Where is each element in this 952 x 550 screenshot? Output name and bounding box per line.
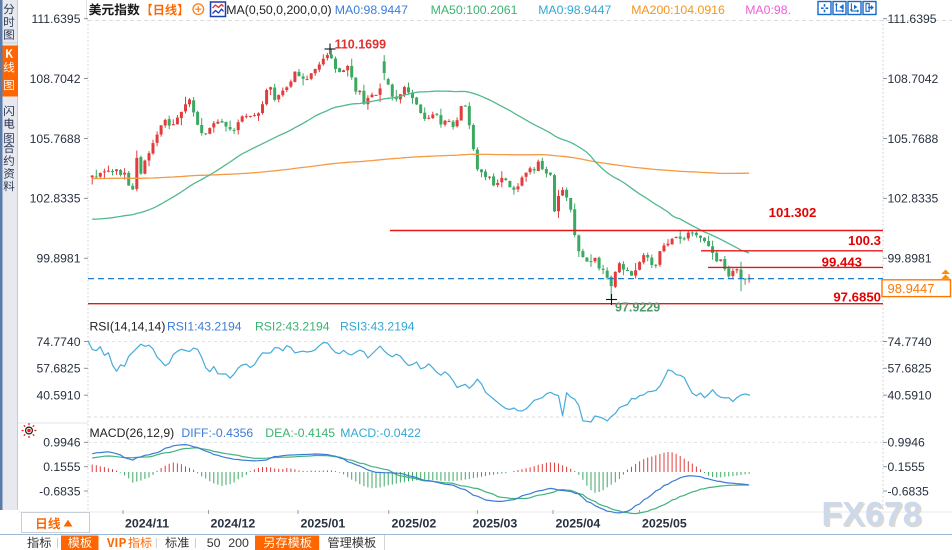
svg-text:200: 200 bbox=[228, 536, 249, 550]
svg-text:FX678: FX678 bbox=[823, 497, 923, 535]
svg-text:50: 50 bbox=[207, 536, 221, 550]
svg-text:0.1555: 0.1555 bbox=[43, 460, 80, 474]
svg-text:100.3: 100.3 bbox=[848, 233, 881, 248]
svg-text:105.7688: 105.7688 bbox=[30, 132, 81, 146]
svg-text:2024/12: 2024/12 bbox=[211, 517, 256, 531]
svg-text:DIFF:-0.4356: DIFF:-0.4356 bbox=[181, 426, 253, 440]
svg-text:108.7042: 108.7042 bbox=[888, 72, 939, 86]
svg-text:57.6825: 57.6825 bbox=[36, 362, 80, 376]
svg-text:MACD(26,12,9): MACD(26,12,9) bbox=[90, 426, 175, 440]
svg-text:102.8335: 102.8335 bbox=[888, 192, 939, 206]
svg-text:111.6395: 111.6395 bbox=[888, 12, 937, 26]
svg-text:2025/02: 2025/02 bbox=[392, 517, 437, 531]
svg-text:40.5910: 40.5910 bbox=[36, 389, 80, 403]
svg-text:FX678: FX678 bbox=[822, 496, 922, 534]
svg-text:99.8981: 99.8981 bbox=[36, 252, 80, 266]
svg-text:RSI(14,14,14): RSI(14,14,14) bbox=[90, 320, 166, 334]
svg-text:97.6850: 97.6850 bbox=[833, 290, 881, 305]
svg-text:110.1699: 110.1699 bbox=[335, 38, 386, 52]
svg-text:101.302: 101.302 bbox=[769, 205, 817, 220]
svg-text:98.9447: 98.9447 bbox=[888, 281, 935, 296]
svg-text:MA0:98.9447: MA0:98.9447 bbox=[538, 3, 611, 17]
svg-text:DEA:-0.4145: DEA:-0.4145 bbox=[265, 426, 335, 440]
svg-text:2025/01: 2025/01 bbox=[301, 517, 346, 531]
svg-text:108.7042: 108.7042 bbox=[30, 72, 81, 86]
svg-text:2025/04: 2025/04 bbox=[556, 517, 601, 531]
svg-text:57.6825: 57.6825 bbox=[888, 362, 932, 376]
svg-text:99.8981: 99.8981 bbox=[888, 252, 932, 266]
svg-text:97.9229: 97.9229 bbox=[615, 301, 660, 315]
svg-text:MA0:98.: MA0:98. bbox=[745, 3, 791, 17]
svg-text:74.7740: 74.7740 bbox=[36, 335, 80, 349]
svg-text:2025/05: 2025/05 bbox=[642, 517, 687, 531]
svg-text:MA0:98.9447: MA0:98.9447 bbox=[335, 3, 408, 17]
svg-text:0.1555: 0.1555 bbox=[888, 460, 925, 474]
svg-text:MA200:104.0916: MA200:104.0916 bbox=[631, 3, 725, 17]
svg-text:105.7688: 105.7688 bbox=[888, 132, 939, 146]
svg-text:-0.6835: -0.6835 bbox=[888, 484, 930, 498]
svg-text:40.5910: 40.5910 bbox=[888, 389, 932, 403]
svg-text:-0.6835: -0.6835 bbox=[39, 484, 81, 498]
svg-text:0.9946: 0.9946 bbox=[43, 436, 80, 450]
svg-text:MA(0,50,0,200,0,0): MA(0,50,0,200,0,0) bbox=[226, 3, 331, 17]
svg-text:102.8335: 102.8335 bbox=[30, 192, 81, 206]
svg-text:2025/03: 2025/03 bbox=[473, 517, 518, 531]
svg-text:74.7740: 74.7740 bbox=[888, 335, 932, 349]
svg-text:0.9946: 0.9946 bbox=[888, 436, 925, 450]
svg-text:2024/11: 2024/11 bbox=[125, 517, 169, 531]
svg-text:MACD:-0.0422: MACD:-0.0422 bbox=[340, 426, 421, 440]
svg-text:RSI1:43.2194: RSI1:43.2194 bbox=[167, 320, 242, 334]
svg-text:111.6395: 111.6395 bbox=[31, 12, 80, 26]
svg-text:RSI2:43.2194: RSI2:43.2194 bbox=[255, 320, 330, 334]
svg-text:MA50:100.2061: MA50:100.2061 bbox=[431, 3, 518, 17]
svg-text:99.443: 99.443 bbox=[822, 255, 862, 270]
svg-text:RSI3:43.2194: RSI3:43.2194 bbox=[340, 320, 415, 334]
